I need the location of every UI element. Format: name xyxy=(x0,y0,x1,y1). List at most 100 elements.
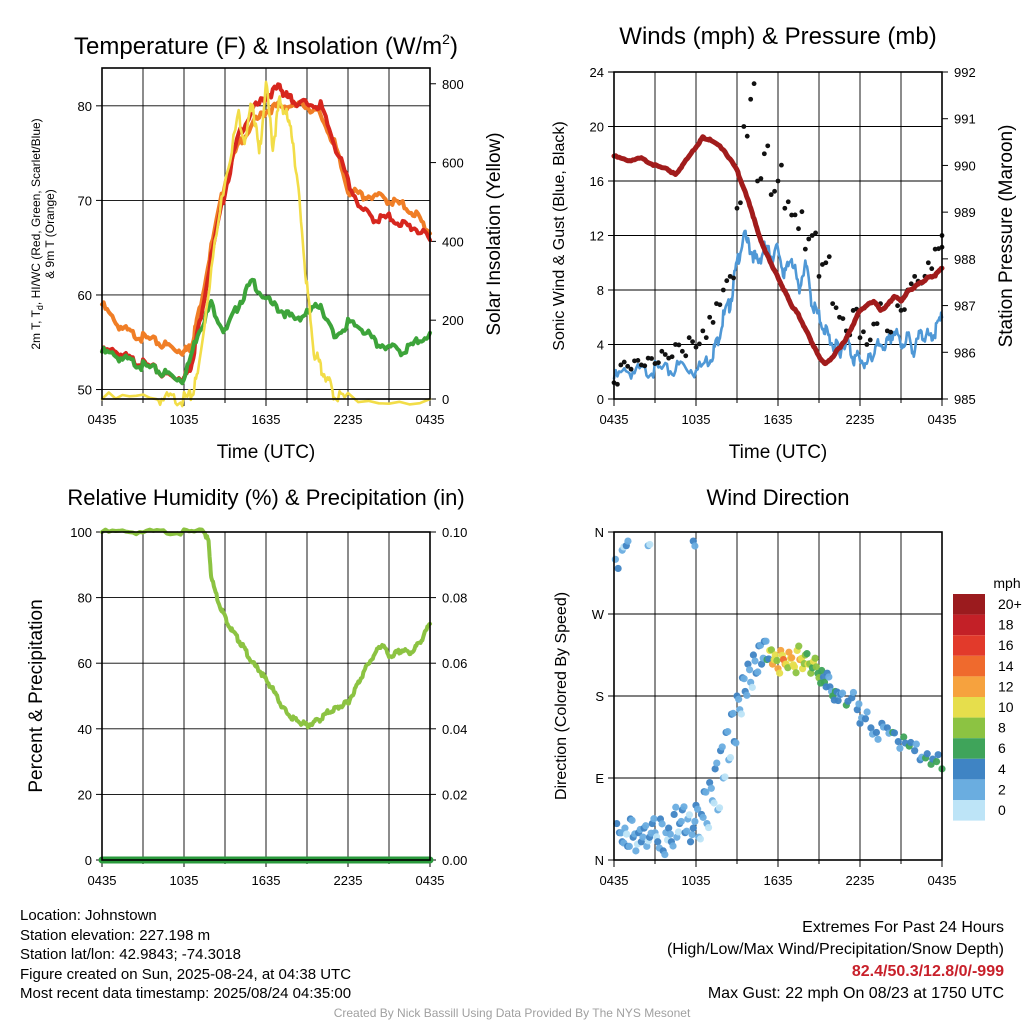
direction-point xyxy=(765,655,773,663)
y2-tick-label: 985 xyxy=(954,392,976,407)
colorbar-swatch xyxy=(953,697,985,718)
y2-tick-label: 0.08 xyxy=(442,591,467,606)
x-tick-label: 0435 xyxy=(928,412,957,427)
x-tick-label: 0435 xyxy=(600,412,629,427)
direction-point xyxy=(745,666,754,674)
colorbar-label: 18 xyxy=(998,617,1014,633)
gust-point xyxy=(741,124,747,129)
gust-point xyxy=(785,199,791,205)
direction-point xyxy=(674,828,683,836)
y2-tick-label: 989 xyxy=(954,205,976,220)
temperature-xlabel: Time (UTC) xyxy=(217,442,316,463)
gust-point xyxy=(925,260,931,266)
gust-point xyxy=(700,328,706,334)
gust-point xyxy=(717,302,723,308)
gust-point xyxy=(768,192,774,198)
gust-point xyxy=(775,178,781,184)
gust-point xyxy=(867,337,873,343)
temperature-title: Temperature (F) & Insolation (W/m2) xyxy=(74,31,458,60)
y2-tick-label: 991 xyxy=(954,112,976,127)
direction-point xyxy=(740,675,748,683)
direction-point xyxy=(715,804,724,812)
direction-point xyxy=(702,788,710,796)
gust-point xyxy=(792,212,798,218)
direction-point xyxy=(704,823,713,832)
gust-point xyxy=(707,314,713,320)
direction-point xyxy=(749,651,758,659)
direction-point xyxy=(669,842,677,850)
y-tick-label: 4 xyxy=(597,338,604,353)
colorbar: 20+ 18 16 14 12 10 8 6 4 2 0 xyxy=(953,594,1022,821)
direction-point xyxy=(677,817,685,826)
gust-point xyxy=(686,335,692,341)
temperature-ylabel-line2: & 9m T (Orange) xyxy=(43,189,57,279)
direction-point xyxy=(724,728,732,736)
temperature-panel: Temperature (F) & Insolation (W/m2) 0435… xyxy=(29,31,505,463)
winds-ylabel-left: Sonic Wind & Gust (Blue, Black) xyxy=(551,121,568,350)
y-tick-label: 8 xyxy=(597,283,604,298)
x-tick-label: 0435 xyxy=(416,412,445,427)
gust-point xyxy=(929,266,935,272)
direction-point xyxy=(735,695,743,703)
direction-point xyxy=(661,850,669,859)
x-tick-label: 2235 xyxy=(334,412,363,427)
x-tick-label: 1035 xyxy=(170,873,199,888)
direction-point xyxy=(744,660,752,668)
direction-point xyxy=(762,637,770,645)
direction-point xyxy=(726,753,735,762)
gust-point xyxy=(772,188,777,194)
direction-point xyxy=(650,815,658,823)
x-tick-label: 2235 xyxy=(846,873,875,888)
gust-point xyxy=(874,321,880,327)
direction-point xyxy=(776,669,784,677)
recent-timestamp: Most recent data timestamp: 2025/08/24 0… xyxy=(20,985,352,1002)
gust-point xyxy=(710,320,716,325)
colorbar-label: 4 xyxy=(998,761,1006,777)
direction-point xyxy=(665,824,673,832)
x-tick-label: 1035 xyxy=(682,873,711,888)
temperature-series xyxy=(100,80,432,408)
colorbar-swatch xyxy=(953,635,985,656)
gust-point xyxy=(662,352,668,357)
y-tick-label: 16 xyxy=(590,174,604,189)
direction-point xyxy=(803,650,811,658)
direction-point xyxy=(721,773,729,781)
y2-tick-label: 990 xyxy=(954,158,976,173)
gust-point xyxy=(809,233,815,238)
direction-point xyxy=(632,847,640,855)
winds-ylabel-right: Station Pressure (Maroon) xyxy=(996,125,1017,348)
y2-tick-label: 200 xyxy=(442,313,464,328)
direction-point xyxy=(923,750,931,758)
direction-frame xyxy=(613,531,943,861)
direction-point xyxy=(748,683,756,691)
direction-point xyxy=(711,765,719,773)
colorbar-label: 10 xyxy=(998,699,1014,715)
direction-point xyxy=(729,709,737,717)
direction-point xyxy=(751,657,759,665)
winds-panel: Winds (mph) & Pressure (mb) 0435 1035 1635… xyxy=(551,23,1017,463)
credit-line: Created By Nick Bassill Using Data Provi… xyxy=(333,1006,691,1020)
extremes-values: 82.4/50.3/12.8/0/-999 xyxy=(851,963,1004,980)
direction-point xyxy=(818,666,826,675)
direction-point xyxy=(900,733,908,741)
direction-point xyxy=(825,673,833,681)
direction-point xyxy=(639,833,647,841)
gust-point xyxy=(857,335,863,341)
direction-point xyxy=(754,668,762,676)
direction-point xyxy=(672,803,680,811)
direction-point xyxy=(691,542,699,550)
x-tick-label: 1635 xyxy=(252,412,281,427)
colorbar-label: 2 xyxy=(998,781,1006,797)
gust-point xyxy=(618,362,624,368)
direction-title: Wind Direction xyxy=(706,485,849,510)
colorbar-label: 6 xyxy=(998,740,1006,756)
direction-point xyxy=(658,820,666,828)
y-tick-label: N xyxy=(595,853,604,868)
y2-tick-label: 0.00 xyxy=(442,853,467,868)
y2-tick-label: 992 xyxy=(954,65,976,80)
colorbar-label: 12 xyxy=(998,678,1014,694)
winds-series xyxy=(611,81,945,387)
direction-point xyxy=(867,724,875,732)
temperature-ticks: 0435 1035 1635 2235 043550607080020040060080… xyxy=(78,77,464,427)
